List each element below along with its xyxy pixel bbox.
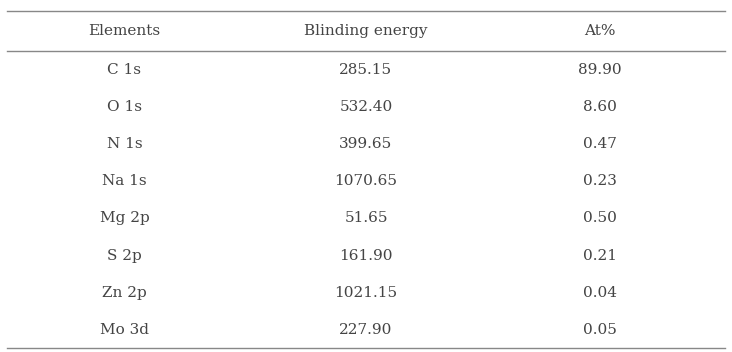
Text: 0.04: 0.04: [583, 286, 617, 300]
Text: O 1s: O 1s: [107, 100, 142, 114]
Text: C 1s: C 1s: [108, 63, 141, 77]
Text: 227.90: 227.90: [340, 323, 392, 337]
Text: 1070.65: 1070.65: [335, 174, 397, 188]
Text: Mg 2p: Mg 2p: [100, 211, 149, 225]
Text: Mo 3d: Mo 3d: [100, 323, 149, 337]
Text: 1021.15: 1021.15: [335, 286, 397, 300]
Text: 0.50: 0.50: [583, 211, 617, 225]
Text: 532.40: 532.40: [340, 100, 392, 114]
Text: 0.21: 0.21: [583, 249, 617, 263]
Text: 51.65: 51.65: [344, 211, 388, 225]
Text: Zn 2p: Zn 2p: [102, 286, 147, 300]
Text: At%: At%: [584, 24, 616, 38]
Text: 0.05: 0.05: [583, 323, 617, 337]
Text: 0.47: 0.47: [583, 137, 617, 151]
Text: N 1s: N 1s: [107, 137, 142, 151]
Text: 285.15: 285.15: [340, 63, 392, 77]
Text: S 2p: S 2p: [107, 249, 142, 263]
Text: Elements: Elements: [89, 24, 160, 38]
Text: Blinding energy: Blinding energy: [305, 24, 427, 38]
Text: 399.65: 399.65: [340, 137, 392, 151]
Text: Na 1s: Na 1s: [102, 174, 146, 188]
Text: 161.90: 161.90: [339, 249, 393, 263]
Text: 8.60: 8.60: [583, 100, 617, 114]
Text: 89.90: 89.90: [578, 63, 622, 77]
Text: 0.23: 0.23: [583, 174, 617, 188]
